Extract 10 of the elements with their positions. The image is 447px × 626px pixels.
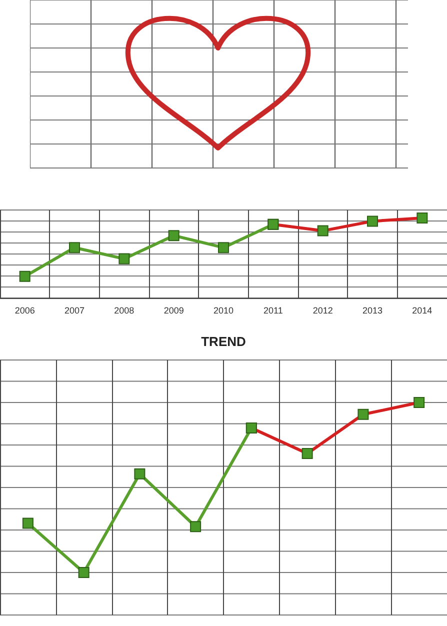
x-tick-label: 2009 [164,306,184,316]
x-tick-label: 2014 [412,306,432,316]
x-tick-label: 2011 [263,306,283,316]
x-tick-label: 2007 [64,306,85,316]
chart-title: TREND [201,334,246,349]
x-tick-label: 2010 [213,306,234,316]
x-tick-label: 2008 [114,306,134,316]
x-tick-label: 2013 [362,306,383,316]
x-tick-label: 2012 [312,306,333,316]
x-tick-label: 2006 [14,306,35,316]
